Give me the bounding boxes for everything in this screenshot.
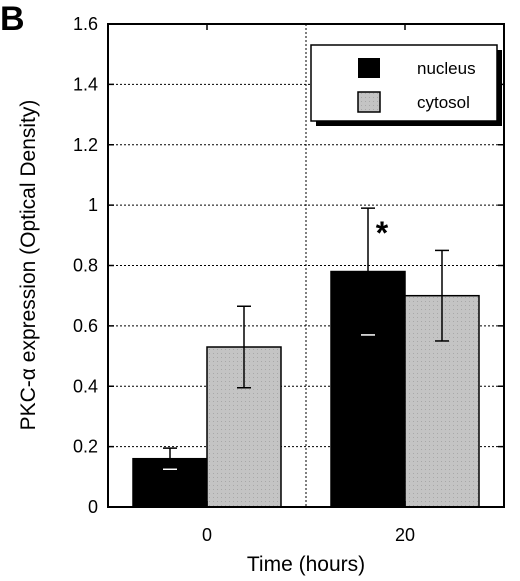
legend-swatch-nucleus <box>358 58 380 78</box>
panel-label: B <box>0 0 25 38</box>
y-tick-label: 0.6 <box>73 316 98 336</box>
legend-box <box>310 44 498 122</box>
bars: * <box>132 207 480 508</box>
y-tick-label: 0 <box>88 497 98 517</box>
y-tick-label: 0.4 <box>73 376 98 396</box>
legend: nucleus cytosol <box>310 44 502 126</box>
y-tick-label: 1.6 <box>73 14 98 34</box>
y-tick-label: 1 <box>88 195 98 215</box>
x-tick-label: 20 <box>395 525 415 545</box>
x-tick-label: 0 <box>202 525 212 545</box>
gridlines <box>108 24 504 507</box>
legend-swatch-cytosol <box>357 91 381 113</box>
x-axis-title: Time (hours) <box>247 553 365 576</box>
y-axis-ticks: 0 0.2 0.4 0.6 0.8 1 1.2 1.4 1.6 <box>73 14 504 517</box>
y-tick-label: 0.2 <box>73 437 98 457</box>
y-tick-label: 1.4 <box>73 74 98 94</box>
y-axis-title: PKC-α expression (Optical Density) <box>17 100 40 431</box>
x-axis-ticks: 0 20 <box>202 24 415 545</box>
y-tick-label: 1.2 <box>73 135 98 155</box>
significance-marker: * <box>376 215 389 251</box>
legend-label-nucleus: nucleus <box>417 59 476 78</box>
y-tick-label: 0.8 <box>73 256 98 276</box>
legend-label-cytosol: cytosol <box>417 93 470 112</box>
